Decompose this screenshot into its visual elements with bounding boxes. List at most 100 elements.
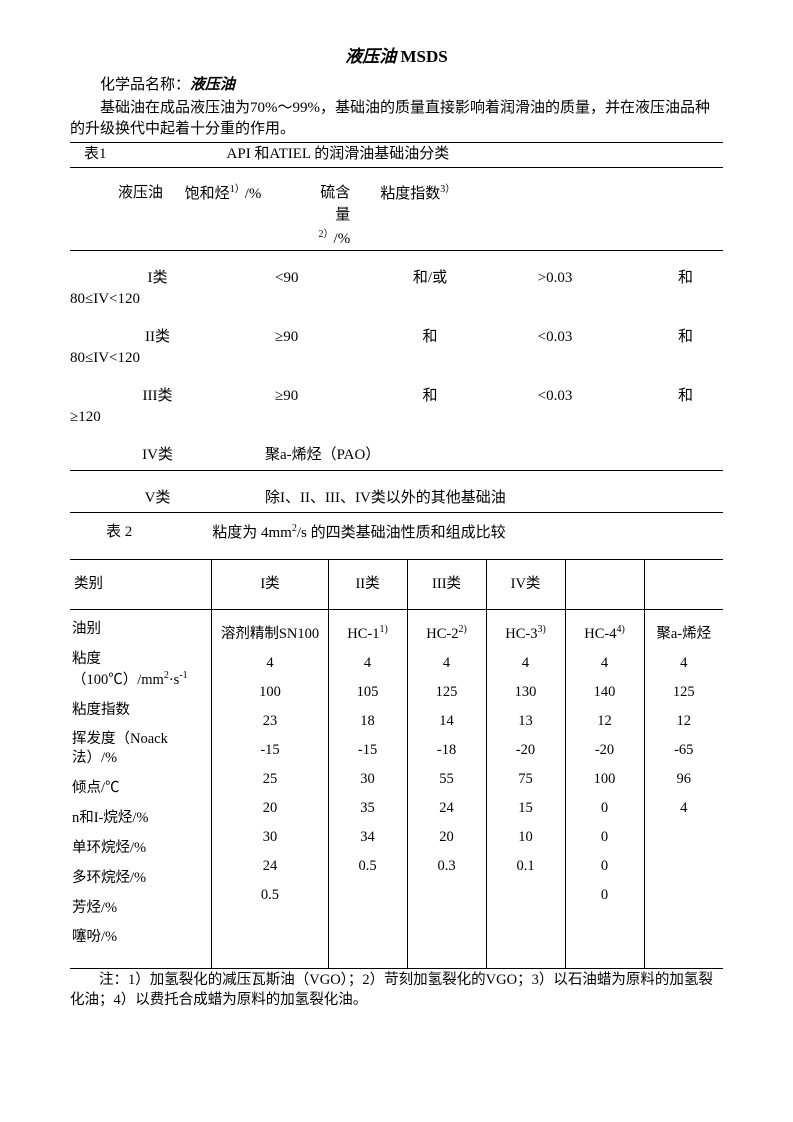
t2-value: HC-33) [491, 620, 561, 649]
table2-caption-row: 表 2 粘度为 4mm2/s 的四类基础油性质和组成比较 [70, 513, 723, 559]
t2-value: 25 [216, 765, 323, 794]
chem-label: 化学品名称： [100, 77, 190, 93]
t2-value: -65 [649, 736, 720, 765]
t1-cell: III类 [70, 385, 245, 408]
t2-prop-label: 噻吩/% [72, 928, 207, 947]
title-suffix: MSDS [396, 47, 447, 66]
t2-prop-label: 单环烷烃/% [72, 839, 207, 858]
t2-value: 100 [570, 765, 640, 794]
t2-value: 12 [570, 707, 640, 736]
t2-value: 20 [412, 823, 482, 852]
t2-data-cell: HC-22)412514-185524200.3 [407, 610, 486, 969]
t2-header-cell: 类别 [70, 559, 212, 610]
t2-value: 100 [216, 678, 323, 707]
t2-data-cell: HC-33)413013-207515100.1 [486, 610, 565, 969]
t2-value: 4 [649, 649, 720, 678]
table2-caption: 粘度为 4mm2/s 的四类基础油性质和组成比较 [132, 521, 723, 545]
chem-value: 液压油 [190, 77, 235, 93]
t2-value: 18 [333, 707, 403, 736]
t2-value: 12 [649, 707, 720, 736]
t2-data-cell: 聚a-烯烃412512-65964 [644, 610, 723, 969]
t2-value: 96 [649, 765, 720, 794]
t2-value: 105 [333, 678, 403, 707]
table1-label: 表1 [70, 143, 107, 166]
t2-value: 0 [570, 852, 640, 881]
table1-row: III类≥90和<0.03和≥120 [70, 369, 723, 428]
t2-value: 0.1 [491, 852, 561, 881]
t2-header-cell [644, 559, 723, 610]
table2-body-row: 油别粘度（100℃）/mm2·s-1粘度指数挥发度（Noack法）/%倾点/℃n… [70, 610, 723, 969]
t2-value: 0.3 [412, 852, 482, 881]
t1-cell: <0.03 [495, 385, 615, 408]
t2-prop-label: 芳烃/% [72, 899, 207, 918]
t2-header-cell: I类 [212, 559, 328, 610]
t2-value: 140 [570, 678, 640, 707]
t2-value: -20 [491, 736, 561, 765]
t2-value: 4 [412, 649, 482, 678]
t2-value [491, 881, 561, 910]
t1-cell: 和 [365, 326, 495, 349]
table1-row: IV类聚a-烯烃（PAO） [70, 428, 723, 471]
t2-value: 4 [491, 649, 561, 678]
t2-prop-label: 倾点/℃ [72, 779, 207, 798]
t2-value: -15 [333, 736, 403, 765]
t2-value: -18 [412, 736, 482, 765]
t1-cell-wide: 聚a-烯烃（PAO） [245, 444, 723, 467]
t2-prop-label: 油别 [72, 620, 207, 639]
t1-sub: 80≤IV<120 [70, 347, 723, 370]
t2-value: -20 [570, 736, 640, 765]
t2-value: 55 [412, 765, 482, 794]
t2-value: 0 [570, 881, 640, 910]
t2-header-cell [565, 559, 644, 610]
t1-h-c2: 饱和烃1）/% [185, 182, 266, 251]
t1-cell: 和/或 [365, 267, 495, 290]
t2-prop-label: n和I-烷烃/% [72, 809, 207, 828]
t2-value: 0.5 [333, 852, 403, 881]
t2-prop-label: 挥发度（Noack法）/% [72, 730, 207, 768]
t1-cell-wide: 除I、II、III、IV类以外的其他基础油 [245, 487, 723, 510]
t2-header-cell: II类 [328, 559, 407, 610]
t1-h-c1: 液压油 [70, 182, 185, 251]
t2-value [333, 881, 403, 910]
t1-sub: ≥120 [70, 406, 723, 429]
t2-value: HC-22) [412, 620, 482, 649]
t1-cell: <0.03 [495, 326, 615, 349]
t2-value: 0 [570, 823, 640, 852]
t1-h-c4: 硫含量2）/% [319, 182, 381, 251]
t1-cell: >0.03 [495, 267, 615, 290]
t2-value: 125 [412, 678, 482, 707]
t2-data-cell: HC-44)414012-201000000 [565, 610, 644, 969]
table1-body: I类<90和/或>0.03和80≤IV<120II类≥90和<0.03和80≤I… [70, 251, 723, 513]
t2-value: 14 [412, 707, 482, 736]
t2-value [412, 881, 482, 910]
t2-value: 溶剂精制SN100 [216, 620, 323, 649]
t2-value: 15 [491, 794, 561, 823]
t1-h-sub: 粘度指数3） [380, 182, 723, 251]
table2-header-row: 类别I类II类III类IV类 [70, 559, 723, 610]
t1-cell: ≥90 [245, 326, 365, 349]
t2-value: 4 [216, 649, 323, 678]
t2-data-cell: HC-11)410518-153035340.5 [328, 610, 407, 969]
t2-props-cell: 油别粘度（100℃）/mm2·s-1粘度指数挥发度（Noack法）/%倾点/℃n… [70, 610, 212, 969]
footnote: 注：1）加氢裂化的减压瓦斯油（VGO）；2）苛刻加氢裂化的VGO；3）以石油蜡为… [70, 971, 723, 1010]
t2-value: 4 [333, 649, 403, 678]
t2-value: 10 [491, 823, 561, 852]
t2-value: 0 [570, 794, 640, 823]
t2-data-cell: 溶剂精制SN100410023-15252030240.5 [212, 610, 328, 969]
t1-cell: 和 [615, 267, 723, 290]
t1-cell: II类 [70, 326, 245, 349]
doc-title: 液压油 MSDS [70, 44, 723, 70]
t1-cell: IV类 [70, 444, 245, 467]
table1-row: V类除I、II、III、IV类以外的其他基础油 [70, 471, 723, 514]
intro-paragraph: 基础油在成品液压油为70%～99%，基础油的质量直接影响着润滑油的质量，并在液压… [70, 98, 723, 140]
t1-cell: <90 [245, 267, 365, 290]
t2-value: 75 [491, 765, 561, 794]
t1-cell: V类 [70, 487, 245, 510]
t2-header-cell: III类 [407, 559, 486, 610]
t1-sub: 80≤IV<120 [70, 288, 723, 311]
t2-value: 24 [216, 852, 323, 881]
t1-cell: 和 [615, 385, 723, 408]
t1-cell: I类 [70, 267, 245, 290]
t2-value: 聚a-烯烃 [649, 620, 720, 649]
t2-value: 4 [570, 649, 640, 678]
